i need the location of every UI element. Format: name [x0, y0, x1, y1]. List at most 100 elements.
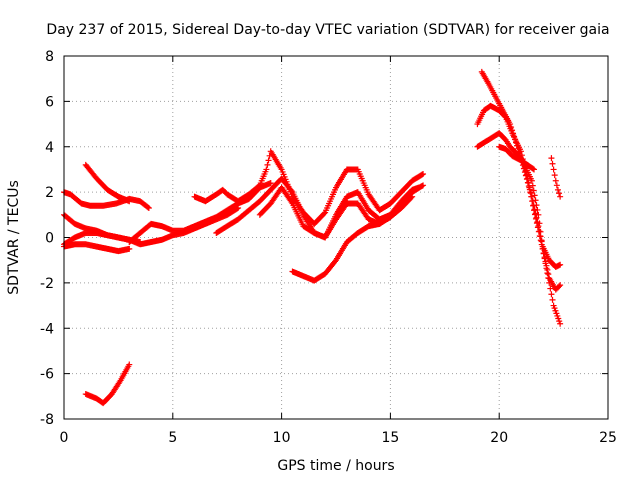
- data-point: [514, 145, 521, 152]
- data-point: [530, 202, 537, 209]
- series-arc-12: [289, 184, 422, 284]
- data-point: [234, 205, 241, 212]
- data-point: [552, 177, 559, 184]
- data-point: [509, 127, 516, 134]
- series-arc-1: [61, 189, 152, 212]
- y-tick-label: 4: [45, 140, 54, 156]
- data-point: [515, 148, 522, 155]
- series-arc-15: [478, 68, 564, 270]
- data-point: [508, 124, 515, 131]
- data-point: [545, 275, 552, 282]
- data-point: [543, 265, 550, 272]
- y-tick-label: -4: [40, 321, 54, 337]
- data-point: [549, 296, 556, 303]
- data-point: [255, 183, 262, 190]
- series-arc-16: [496, 143, 538, 173]
- series-arc-17: [548, 155, 564, 200]
- data-point: [528, 193, 535, 200]
- y-tick-label: -8: [40, 412, 54, 428]
- data-point: [544, 270, 551, 277]
- y-tick-label: 8: [45, 49, 54, 65]
- data-point: [321, 210, 328, 217]
- data-point: [126, 245, 133, 252]
- data-point: [553, 182, 560, 189]
- data-point: [419, 182, 426, 189]
- data-point: [520, 165, 527, 172]
- data-point: [548, 291, 555, 298]
- data-point: [265, 157, 272, 164]
- x-tick-label: 5: [168, 430, 177, 446]
- data-point: [525, 183, 532, 190]
- data-point: [264, 161, 271, 168]
- x-tick-label: 0: [60, 430, 69, 446]
- data-point: [145, 205, 152, 212]
- data-point: [511, 133, 518, 140]
- data-point: [514, 142, 521, 149]
- data-point: [126, 361, 133, 368]
- series-arc-8: [148, 205, 242, 246]
- data-point: [126, 198, 133, 205]
- y-axis-label: SDTVAR / TECUs: [6, 180, 22, 295]
- data-point: [513, 139, 520, 146]
- data-point: [522, 172, 529, 179]
- series-arc-5: [82, 161, 133, 205]
- data-point: [531, 166, 538, 173]
- data-point: [537, 233, 544, 240]
- data-point: [521, 169, 528, 176]
- data-point: [415, 184, 422, 191]
- data-point: [510, 130, 517, 137]
- data-point: [531, 192, 538, 199]
- data-point: [547, 285, 554, 292]
- y-tick-label: 2: [45, 185, 54, 201]
- data-marks: [61, 68, 564, 407]
- y-tick-label: 0: [45, 231, 54, 247]
- x-tick-label: 10: [273, 430, 291, 446]
- data-point: [546, 279, 553, 286]
- data-point: [235, 205, 242, 212]
- data-point: [557, 282, 564, 289]
- data-point: [533, 214, 540, 221]
- grid: [64, 56, 608, 419]
- data-point: [556, 190, 563, 197]
- data-point: [557, 193, 564, 200]
- data-point: [526, 186, 533, 193]
- data-point: [542, 260, 549, 267]
- plot-frame: [63, 55, 609, 420]
- data-point: [528, 177, 535, 184]
- data-point: [409, 193, 416, 200]
- data-point: [530, 165, 537, 172]
- data-point: [527, 190, 534, 197]
- data-point: [523, 176, 530, 183]
- data-point: [554, 186, 561, 193]
- data-point: [557, 320, 564, 327]
- data-point: [408, 194, 415, 201]
- axis-ticks: 0 5 10 15 20 25 -8 -6 -4 -2 0 2 4 6 8: [40, 49, 617, 446]
- data-point: [536, 228, 543, 235]
- y-tick-label: -6: [40, 367, 54, 383]
- x-tick-label: 15: [381, 430, 399, 446]
- x-axis-label: GPS time / hours: [277, 458, 394, 474]
- data-point: [532, 210, 539, 217]
- data-point: [419, 171, 426, 178]
- y-tick-label: -2: [40, 276, 54, 292]
- data-point: [524, 179, 531, 186]
- data-point: [556, 283, 563, 290]
- data-point: [144, 204, 151, 211]
- series-arc-9: [191, 148, 427, 227]
- data-point: [530, 187, 537, 194]
- data-point: [529, 197, 536, 204]
- x-tick-label: 20: [490, 430, 508, 446]
- data-point: [531, 206, 538, 213]
- data-point: [538, 238, 545, 245]
- data-point: [534, 218, 541, 225]
- data-point: [534, 206, 541, 213]
- data-point: [420, 182, 427, 189]
- chart-title: Day 237 of 2015, Sidereal Day-to-day VTE…: [46, 22, 609, 38]
- series-arc-6: [82, 361, 133, 407]
- series-arc-13: [474, 102, 564, 293]
- data-point: [267, 180, 274, 187]
- data-point: [551, 172, 558, 179]
- data-point: [548, 155, 555, 162]
- data-point: [549, 160, 556, 167]
